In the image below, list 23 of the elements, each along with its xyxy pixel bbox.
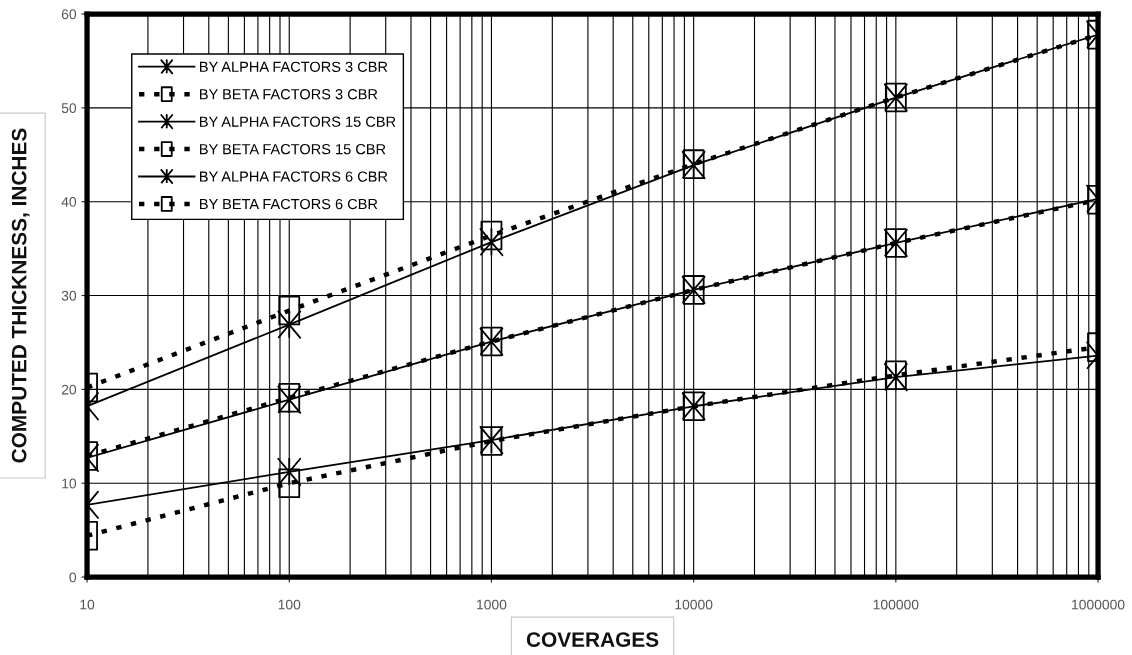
- y-tick-label: 40: [61, 197, 77, 207]
- y-tick-label: 0: [69, 572, 77, 583]
- point: [480, 220, 503, 251]
- x-axis-title: COVERAGES: [526, 632, 659, 647]
- x-tick-label: 1000000: [1072, 599, 1125, 610]
- point: [479, 227, 504, 257]
- x-tick-label: 100: [278, 599, 301, 610]
- legend-label: BY ALPHA FACTORS 6 CBR: [200, 171, 388, 182]
- legend-label: BY BETA FACTORS 3 CBR: [200, 89, 378, 100]
- y-tick-label: 10: [62, 478, 77, 489]
- legend-label: BY BETA FACTORS 6 CBR: [200, 198, 378, 210]
- legend-label: BY ALPHA FACTORS 3 CBR: [200, 61, 388, 72]
- y-tick-label: 60: [61, 9, 77, 20]
- y-axis-title: COMPUTED THICKNESS, INCHES: [11, 128, 30, 463]
- x-tick-label: 100000: [873, 599, 919, 610]
- legend-label: BY BETA FACTORS 15 CBR: [200, 143, 386, 155]
- y-tick-label: 30: [61, 290, 77, 301]
- x-tick-label: 10: [80, 599, 95, 610]
- y-tick-label: 20: [61, 384, 77, 395]
- x-tick-label: 10000: [675, 599, 713, 610]
- y-tick-label: 50: [61, 103, 77, 114]
- x-tick-label: 1000: [477, 599, 507, 610]
- legend-label: BY ALPHA FACTORS 15 CBR: [200, 116, 396, 127]
